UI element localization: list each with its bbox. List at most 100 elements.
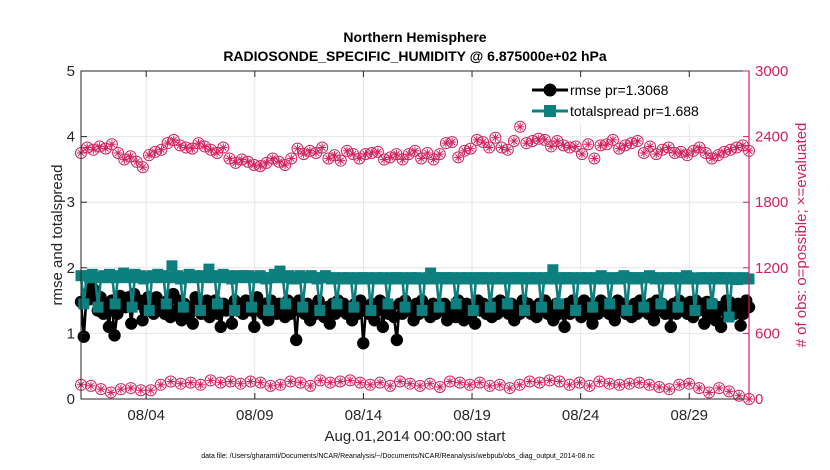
possible-obs-point bbox=[118, 153, 131, 166]
possible-obs-point bbox=[364, 378, 377, 391]
possible-obs-point bbox=[409, 144, 421, 157]
evaluated-obs-stroke bbox=[690, 147, 697, 155]
evaluated-obs-stroke bbox=[108, 140, 116, 148]
possible-obs-point bbox=[143, 149, 156, 162]
evaluated-obs-stroke bbox=[396, 378, 404, 385]
legend-spread-label: totalspread pr=1.688 bbox=[570, 103, 699, 119]
totalspread-point bbox=[686, 273, 698, 285]
totalspread-point bbox=[345, 273, 357, 285]
data-file-footer: data file: /Users/gharamti/Documents/NCA… bbox=[201, 453, 595, 460]
evaluated-obs-stroke bbox=[476, 379, 484, 386]
totalspread-point bbox=[263, 304, 275, 316]
evaluated-obs-point bbox=[615, 380, 624, 389]
totalspread-point bbox=[399, 301, 411, 313]
totalspread-point bbox=[348, 301, 360, 313]
possible-obs-point bbox=[204, 374, 217, 387]
obs-count-series bbox=[75, 120, 755, 405]
rmse-point bbox=[125, 317, 138, 330]
possible-obs-point bbox=[483, 141, 496, 154]
evaluated-obs-point bbox=[596, 141, 605, 150]
possible-obs-point bbox=[235, 153, 248, 166]
possible-obs-point bbox=[593, 375, 606, 388]
evaluated-obs-stroke bbox=[336, 378, 344, 385]
evaluated-obs-stroke bbox=[376, 379, 384, 386]
evaluated-obs-point bbox=[415, 381, 425, 391]
evaluated-obs-point bbox=[689, 146, 698, 156]
totalspread-point bbox=[501, 298, 513, 310]
possible-obs-point bbox=[637, 147, 650, 159]
evaluated-obs-point bbox=[465, 380, 475, 389]
evaluated-obs-stroke bbox=[446, 378, 454, 385]
evaluated-obs-point bbox=[732, 143, 741, 152]
evaluated-obs-stroke bbox=[442, 139, 450, 147]
rmse-point bbox=[390, 333, 404, 347]
possible-obs-point bbox=[433, 148, 446, 161]
x-axis-label: Aug.01,2014 00:00:00 start bbox=[325, 428, 507, 445]
evaluated-obs-stroke bbox=[492, 134, 499, 141]
totalspread-point bbox=[430, 272, 442, 284]
evaluated-obs-point bbox=[447, 137, 457, 147]
totalspread-point bbox=[467, 304, 479, 316]
possible-obs-point bbox=[149, 145, 162, 158]
possible-obs-point bbox=[322, 152, 335, 165]
possible-obs-point bbox=[583, 379, 596, 392]
rmse-point bbox=[214, 320, 227, 334]
evaluated-obs-stroke bbox=[226, 155, 233, 162]
axis-ticks: 08/04 08/09 08/14 08/19 08/24 08/29 0 1 2 3 4 5 0 600… bbox=[67, 63, 789, 424]
evaluated-obs-stroke bbox=[318, 144, 326, 151]
possible-obs-point bbox=[303, 144, 316, 157]
rmse-point bbox=[368, 314, 381, 327]
rmse-point bbox=[262, 314, 275, 327]
rmse-point bbox=[357, 337, 370, 350]
possible-obs-point bbox=[144, 384, 157, 397]
totalspread-point bbox=[379, 273, 391, 285]
totalspread-point bbox=[655, 298, 667, 310]
possible-obs-point bbox=[229, 156, 242, 169]
evaluated-obs-stroke bbox=[356, 379, 364, 386]
evaluated-obs-point bbox=[348, 149, 358, 159]
evaluated-obs-point bbox=[475, 378, 485, 387]
totalspread-point bbox=[203, 263, 215, 275]
totalspread-point bbox=[604, 298, 616, 310]
evaluated-obs-stroke bbox=[306, 147, 314, 155]
evaluated-obs-point bbox=[525, 377, 534, 386]
evaluated-obs-stroke bbox=[217, 379, 224, 386]
evaluated-obs-point bbox=[645, 142, 655, 151]
evaluated-obs-point bbox=[287, 154, 296, 163]
totalspread-point bbox=[174, 273, 186, 285]
possible-obs-point bbox=[656, 143, 669, 156]
evaluated-obs-point bbox=[429, 155, 438, 164]
y-tick-label-left: 5 bbox=[67, 63, 75, 80]
evaluated-obs-point bbox=[268, 154, 277, 163]
possible-obs-point bbox=[533, 376, 546, 389]
possible-obs-point bbox=[194, 378, 207, 391]
rmse-point bbox=[558, 320, 571, 334]
evaluated-obs-point bbox=[565, 380, 574, 389]
evaluated-obs-stroke bbox=[405, 150, 413, 158]
evaluated-obs-stroke bbox=[536, 379, 543, 386]
evaluated-obs-point bbox=[326, 378, 335, 387]
evaluated-obs-stroke bbox=[362, 150, 369, 158]
evaluated-obs-point bbox=[495, 380, 504, 389]
evaluated-obs-point bbox=[639, 148, 649, 158]
evaluated-obs-point bbox=[707, 154, 717, 163]
evaluated-obs-stroke bbox=[90, 146, 97, 154]
evaluated-obs-stroke bbox=[380, 156, 388, 163]
totalspread-point bbox=[362, 272, 374, 284]
totalspread-point bbox=[547, 264, 559, 276]
totalspread-point bbox=[106, 272, 118, 284]
legend-box bbox=[526, 77, 738, 123]
totalspread-point bbox=[382, 298, 394, 310]
evaluated-obs-point bbox=[342, 146, 352, 156]
possible-obs-point bbox=[384, 151, 397, 164]
evaluated-obs-point bbox=[324, 154, 333, 163]
evaluated-obs-point bbox=[188, 144, 197, 153]
evaluated-obs-point bbox=[392, 149, 401, 159]
evaluated-obs-stroke bbox=[356, 155, 363, 162]
evaluated-obs-point bbox=[602, 140, 611, 149]
evaluated-obs-stroke bbox=[257, 162, 264, 170]
evaluated-obs-stroke bbox=[117, 385, 125, 393]
evaluated-obs-point bbox=[398, 155, 407, 164]
evaluated-obs-point bbox=[608, 135, 618, 145]
evaluated-obs-stroke bbox=[287, 378, 294, 385]
